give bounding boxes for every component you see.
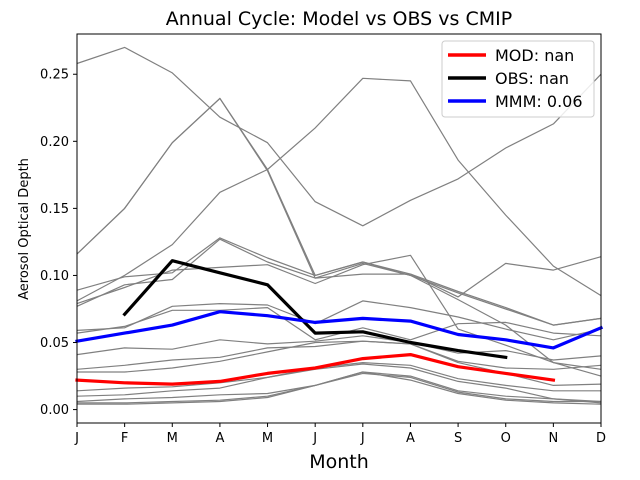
cmip-model-line-16 — [77, 372, 601, 404]
x-tick-label: M — [262, 431, 273, 446]
cmip-model-line-11 — [76, 340, 602, 370]
legend-box — [441, 40, 595, 118]
legend-label-mmm: MMM: 0.06 — [495, 92, 583, 111]
cmip-model-line-3 — [76, 97, 602, 326]
x-tick-label: D — [596, 431, 606, 446]
cmip-lines — [76, 46, 602, 405]
ticks: J F M A M J J A S O N D 0.00 0.05 0.10 0.15 0.20 0.25 — [40, 68, 606, 446]
x-tick-label: F — [121, 431, 128, 446]
x-tick-label: S — [454, 431, 462, 446]
cmip-model-line-17 — [77, 371, 602, 405]
x-tick-label: J — [74, 431, 79, 446]
legend-label-obs: OBS: nan — [495, 69, 569, 88]
y-tick-label: 0.05 — [40, 336, 69, 351]
x-tick-label: A — [215, 431, 224, 446]
y-tick-label: 0.20 — [40, 135, 69, 150]
plot-frame — [76, 33, 602, 424]
mmm-series-line — [75, 310, 604, 350]
mod-series-line — [75, 353, 556, 386]
y-tick-label: 0.10 — [40, 269, 69, 284]
y-tick-label: 0.15 — [40, 202, 69, 217]
obs-series-line — [122, 259, 508, 360]
x-axis-label: Month — [309, 451, 369, 473]
axes — [76, 33, 602, 424]
chart-title: Annual Cycle: Model vs OBS vs CMIP — [166, 8, 512, 30]
y-tick-label: 0.00 — [40, 403, 69, 418]
main-series-lines — [75, 259, 604, 386]
cmip-model-line-7 — [76, 254, 602, 370]
cmip-model-line-10 — [76, 335, 602, 361]
cmip-model-line-2 — [76, 97, 602, 326]
x-tick-label: J — [360, 431, 365, 446]
legend: MOD: nan OBS: nan MMM: 0.06 — [441, 40, 595, 118]
legend-label-mod: MOD: nan — [495, 46, 574, 65]
x-tick-label: M — [167, 431, 178, 446]
y-axis-label: Aerosol Optical Depth — [17, 158, 32, 300]
cmip-model-line-6 — [76, 238, 602, 307]
cmip-model-line-4 — [76, 77, 602, 302]
cmip-model-line-14 — [76, 363, 602, 403]
cmip-model-line-1 — [76, 46, 602, 227]
x-tick-label: A — [406, 431, 415, 446]
x-tick-label: N — [548, 431, 558, 446]
cmip-model-line-8 — [76, 300, 602, 341]
x-tick-label: J — [312, 431, 317, 446]
x-tick-label: O — [501, 431, 511, 446]
cmip-model-line-13 — [76, 362, 601, 392]
cmip-model-line-5 — [76, 237, 602, 377]
y-tick-label: 0.25 — [40, 68, 69, 83]
